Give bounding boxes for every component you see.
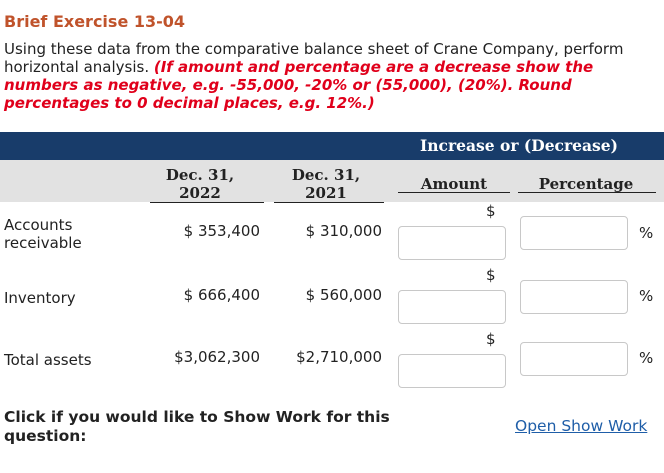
underline-amount (398, 192, 510, 193)
column-header-percentage: Percentage (538, 175, 634, 193)
column-header-2021: Dec. 31, 2021 (291, 166, 361, 202)
currency-symbol: $ (486, 266, 496, 284)
instructions-red: (If amount and percentage are a decrease… (4, 58, 594, 112)
value-2021: $2,710,000 (296, 348, 382, 366)
amount-input-inventory[interactable] (398, 290, 506, 324)
underline-percentage (518, 192, 656, 193)
value-2022: $3,062,300 (174, 348, 260, 366)
value-2022: $ 666,400 (183, 286, 260, 304)
row-label: Inventory (4, 289, 76, 307)
increase-decrease-header: Increase or (Decrease) (420, 136, 618, 155)
instructions: Using these data from the comparative ba… (4, 40, 660, 112)
table-header-navy: Increase or (Decrease) (0, 132, 664, 160)
currency-symbol: $ (486, 202, 496, 220)
row-label: Accounts receivable (4, 216, 82, 252)
column-header-2022: Dec. 31, 2022 (165, 166, 235, 202)
underline-2022 (150, 202, 264, 203)
open-show-work-link[interactable]: Open Show Work (515, 417, 648, 435)
currency-symbol: $ (486, 330, 496, 348)
underline-2021 (274, 202, 384, 203)
value-2022: $ 353,400 (183, 222, 260, 240)
percent-symbol: % (639, 224, 654, 242)
column-header-amount: Amount (420, 175, 488, 193)
show-work-prompt: Click if you would like to Show Work for… (4, 408, 390, 445)
percentage-input-inventory[interactable] (520, 280, 628, 314)
exercise-title: Brief Exercise 13-04 (4, 12, 186, 31)
percent-symbol: % (639, 349, 654, 367)
instructions-plain: Using these data from the comparative ba… (4, 40, 624, 76)
percent-symbol: % (639, 287, 654, 305)
table-header-gray (0, 160, 664, 202)
percentage-input-accounts-receivable[interactable] (520, 216, 628, 250)
value-2021: $ 310,000 (305, 222, 382, 240)
row-label: Total assets (4, 351, 92, 369)
percentage-input-total-assets[interactable] (520, 342, 628, 376)
amount-input-total-assets[interactable] (398, 354, 506, 388)
value-2021: $ 560,000 (305, 286, 382, 304)
amount-input-accounts-receivable[interactable] (398, 226, 506, 260)
